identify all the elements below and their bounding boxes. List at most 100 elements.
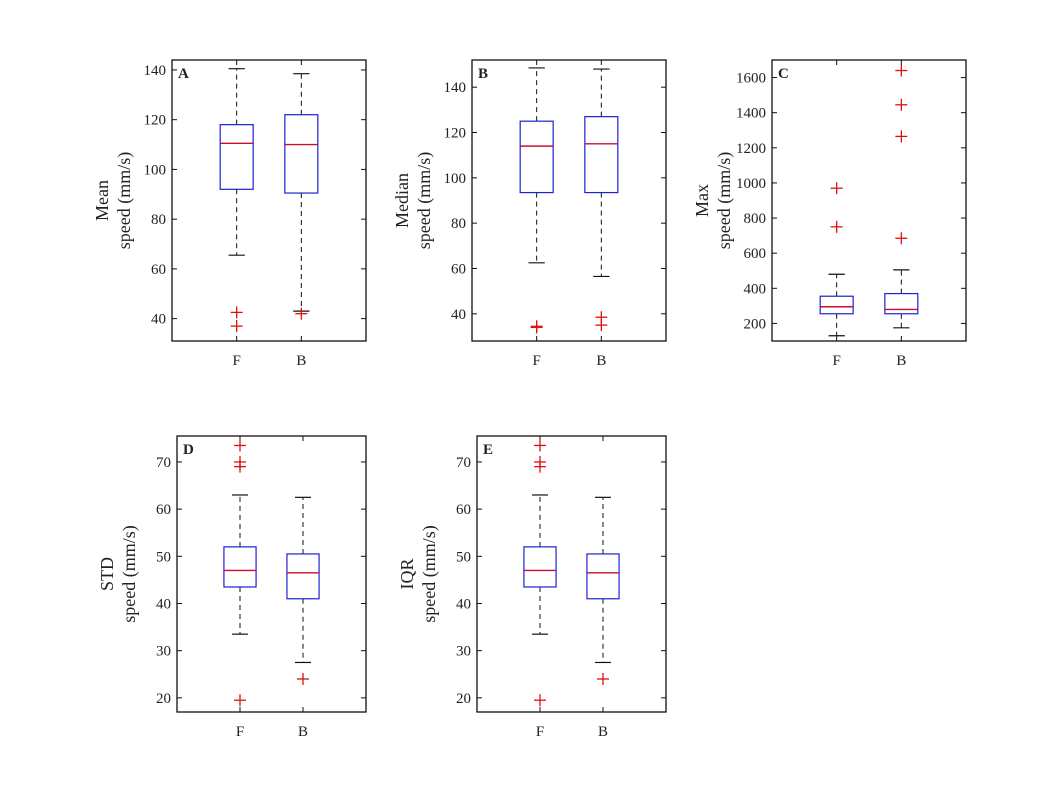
outlier-marker (895, 130, 908, 143)
iqr-box (819, 295, 854, 315)
y-axis-label-line: IQR (397, 559, 417, 590)
x-tick-label: B (896, 353, 906, 369)
y-tick-label: 60 (151, 262, 166, 278)
outlier-marker (234, 694, 246, 707)
iqr-box (223, 546, 257, 588)
y-tick-label: 1000 (736, 176, 766, 192)
y-axis-label-line: speed (mm/s) (414, 152, 435, 249)
iqr-box (584, 116, 619, 194)
y-tick-label: 1600 (736, 71, 766, 87)
y-tick-label: 40 (451, 307, 466, 323)
y-tick-label: 1200 (736, 141, 766, 157)
panel-a: 40 60 80 100 120 140 F B A Mean speed (mm/s) (92, 59, 367, 369)
y-axis-label-line: Mean (92, 180, 112, 221)
box-b (586, 496, 620, 685)
y-tick-label: 20 (156, 691, 171, 707)
panel-letter: A (178, 66, 189, 82)
box-f (819, 182, 854, 337)
x-tick-label: F (536, 724, 544, 740)
y-axis-label-line: speed (mm/s) (114, 152, 135, 249)
y-tick-label: 800 (744, 211, 767, 227)
y-tick-label: 120 (144, 113, 167, 129)
outlier-marker (534, 694, 546, 707)
x-tick-label: B (596, 353, 606, 369)
y-tick-label: 200 (744, 316, 767, 332)
y-axis-label-line: speed (mm/s) (419, 525, 440, 622)
x-tick-label: F (832, 353, 840, 369)
x-tick-label: B (296, 353, 306, 369)
iqr-box (286, 553, 320, 600)
box-b (884, 64, 919, 329)
y-tick-label: 40 (156, 596, 171, 612)
outlier-marker (895, 64, 908, 77)
y-tick-label: 50 (456, 549, 471, 565)
box-b (584, 68, 619, 332)
axes-frame (171, 59, 367, 342)
iqr-box (219, 124, 254, 190)
y-tick-label: 60 (456, 502, 471, 518)
outlier-marker (530, 321, 543, 334)
y-tick-label: 80 (151, 212, 166, 228)
panel-letter: C (778, 66, 789, 82)
panel-letter: E (483, 442, 493, 458)
axes-frame (176, 435, 367, 713)
y-tick-label: 100 (444, 171, 467, 187)
y-axis-label-line: STD (97, 557, 117, 591)
outlier-marker (534, 460, 546, 473)
outlier-marker (234, 439, 246, 452)
outlier-marker (595, 319, 608, 332)
y-tick-label: 100 (144, 162, 167, 178)
y-tick-label: 600 (744, 246, 767, 262)
outlier-marker (295, 307, 308, 320)
box-f (219, 68, 254, 333)
y-tick-label: 400 (744, 281, 767, 297)
y-tick-label: 70 (456, 455, 471, 471)
box-b (286, 496, 320, 685)
y-axis-label-line: speed (mm/s) (714, 152, 735, 249)
outlier-marker (534, 439, 546, 452)
outlier-marker (895, 98, 908, 111)
box-f (519, 67, 554, 334)
x-tick-label: F (532, 353, 540, 369)
y-axis-label-line: Median (392, 173, 412, 228)
panel-e: 20 30 40 50 60 70 F B E IQR speed (mm/s) (397, 435, 667, 740)
y-tick-label: 1400 (736, 106, 766, 122)
panel-c: 200 400 600 800 1000 1200 1400 1600 F B C Max speed … (692, 59, 967, 369)
iqr-box (523, 546, 557, 588)
x-tick-label: F (232, 353, 240, 369)
panel-b: 40 60 80 100 120 140 F B B Median speed (mm/s) (392, 59, 667, 369)
y-tick-label: 120 (444, 126, 467, 142)
outlier-marker (234, 460, 246, 473)
panel-d: 20 30 40 50 60 70 F B D STD speed (mm/s) (97, 435, 367, 740)
y-tick-label: 80 (451, 216, 466, 232)
y-tick-label: 140 (144, 63, 167, 79)
y-tick-label: 140 (444, 80, 467, 96)
axes-frame (771, 59, 967, 342)
outlier-marker (230, 306, 243, 319)
y-tick-label: 60 (156, 502, 171, 518)
outlier-marker (830, 182, 843, 195)
y-tick-label: 20 (456, 691, 471, 707)
box-f (223, 439, 257, 707)
axes-frame (471, 59, 667, 342)
outlier-marker (830, 220, 843, 233)
y-tick-label: 60 (451, 261, 466, 277)
outlier-marker (297, 672, 309, 685)
y-tick-label: 30 (156, 644, 171, 660)
iqr-box (884, 292, 919, 315)
x-tick-label: F (236, 724, 244, 740)
outlier-marker (230, 320, 243, 333)
outlier-marker (895, 232, 908, 245)
y-axis-label-line: Max (692, 184, 712, 217)
y-tick-label: 40 (456, 596, 471, 612)
box-b (284, 73, 319, 320)
axes-frame (476, 435, 667, 713)
outlier-marker (597, 672, 609, 685)
x-tick-label: B (298, 724, 308, 740)
y-tick-label: 50 (156, 549, 171, 565)
y-axis-label-line: speed (mm/s) (119, 525, 140, 622)
panel-letter: D (183, 442, 194, 458)
iqr-box (284, 114, 319, 194)
panel-letter: B (478, 66, 488, 82)
